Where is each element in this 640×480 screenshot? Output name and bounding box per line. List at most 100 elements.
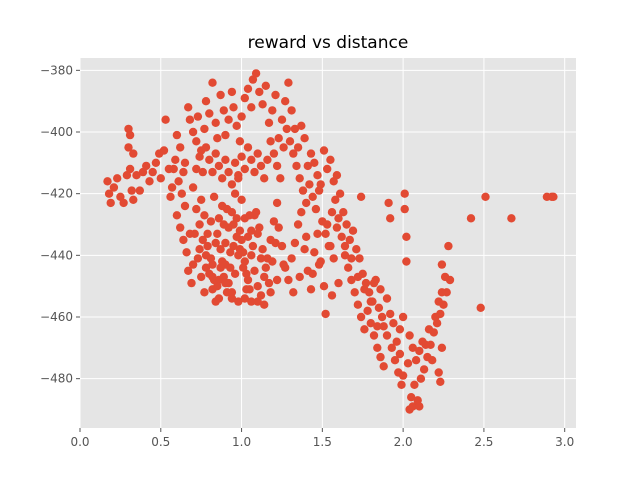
data-point [113,174,122,183]
data-point [418,337,427,346]
data-point [180,158,190,167]
data-point [277,115,287,124]
data-point [203,241,212,251]
data-point [138,167,148,177]
data-point [369,331,379,340]
data-point [319,282,329,291]
data-point [177,189,186,198]
data-point [287,106,296,115]
data-point [344,263,353,272]
data-point [353,272,363,282]
data-point [266,288,275,297]
data-point [311,204,321,214]
y-tick-label: −440 [40,248,73,262]
data-point [185,229,195,238]
data-point [373,322,382,331]
data-point [373,343,382,352]
data-point [109,183,119,192]
data-point [234,171,243,180]
data-point [431,312,440,322]
data-point [295,272,304,282]
data-point [179,235,188,245]
data-point [247,103,256,112]
data-point [129,149,138,158]
data-point [206,254,216,263]
x-tick-label: 0.5 [151,435,170,449]
data-point [355,254,364,263]
data-point [179,167,188,177]
data-point [237,195,246,204]
data-point [208,167,217,177]
data-point [369,278,379,288]
data-point [305,180,314,189]
data-point [129,195,138,204]
data-point [436,377,445,386]
data-point [416,374,426,383]
data-point [402,257,411,266]
data-point [408,402,417,411]
data-point [103,177,112,186]
data-point [227,288,237,297]
data-point [229,241,238,251]
data-point [242,285,251,294]
data-point [214,214,224,223]
data-point [221,155,230,164]
data-point [197,195,206,204]
data-point [395,325,405,334]
data-point [334,278,343,288]
data-point [145,177,154,186]
data-point [282,124,291,134]
data-point [219,106,228,115]
data-point [314,186,324,195]
data-point [308,192,317,201]
data-point [125,164,135,174]
data-point [327,291,337,300]
data-point [376,352,385,362]
data-point [197,272,206,282]
data-point [407,393,416,402]
data-point [235,245,245,254]
data-point [444,241,453,251]
data-point [298,186,308,195]
data-point [321,229,330,238]
data-point [287,254,296,263]
data-point [195,152,204,161]
data-point [151,158,161,167]
data-point [395,349,405,359]
data-point [198,167,207,177]
data-point [248,241,258,251]
data-point [211,238,220,248]
data-point [256,254,266,263]
data-point [216,245,225,254]
data-point [400,204,409,214]
data-point [195,245,204,254]
data-point [327,208,337,217]
data-point [193,112,203,121]
data-point [384,198,393,208]
data-point [200,211,209,220]
data-point [148,167,157,177]
data-point [260,272,269,282]
data-point [382,294,392,303]
data-point [440,272,450,282]
data-point [398,371,408,380]
data-point [424,325,434,334]
data-point [466,214,476,223]
data-point [285,137,295,146]
data-point [437,260,447,269]
data-point [243,84,253,94]
data-point [398,312,408,322]
data-point [250,266,259,275]
data-point [184,103,193,112]
data-point [269,217,279,226]
data-point [476,303,485,312]
data-point [198,235,207,245]
data-point [379,322,388,331]
data-point [221,278,230,288]
data-point [340,241,350,251]
data-point [167,183,177,192]
data-point [269,149,279,158]
data-point [229,103,238,112]
data-point [255,87,264,97]
data-point [253,297,262,306]
